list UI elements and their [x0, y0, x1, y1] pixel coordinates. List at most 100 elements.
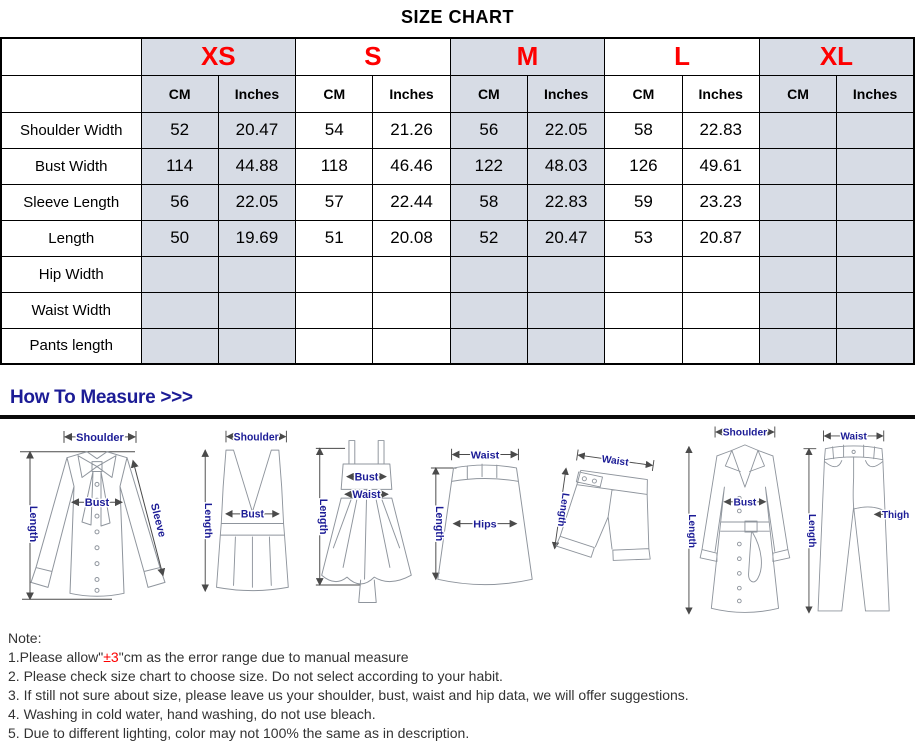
how-to-measure-heading: How To Measure >>>	[10, 387, 193, 408]
value-cell	[758, 111, 838, 149]
value-cell: 46.46	[372, 147, 451, 185]
shorts-waist-label: Waist	[601, 454, 630, 469]
value-cell	[836, 183, 915, 221]
measurement-row: Shoulder Width 52 20.47 54 21.26 56 22.05 58 22.…	[0, 111, 915, 149]
unit-header: Inches	[217, 74, 297, 113]
value-cell: 52	[449, 219, 528, 257]
unit-header: Inches	[372, 74, 451, 113]
value-cell: 53	[604, 219, 683, 257]
skirt-waist-label: Waist	[471, 449, 500, 461]
value-cell: 59	[604, 183, 683, 221]
value-cell	[140, 255, 219, 293]
pants-waist-label: Waist	[840, 432, 867, 443]
unit-header: Inches	[681, 74, 760, 113]
notes-section: Note: 1.Please allow"±3"cm as the error …	[8, 629, 915, 743]
value-cell: 57	[295, 183, 374, 221]
value-cell	[836, 111, 915, 149]
value-cell	[604, 327, 683, 365]
figure-shorts: Waist Length	[551, 449, 655, 561]
size-col-header-xl: XL	[758, 37, 915, 76]
figure-pants: Waist Length Thigh	[803, 430, 911, 614]
row-label: Sleeve Length	[0, 183, 142, 221]
size-header-row: XS S M L XL	[0, 37, 915, 76]
value-cell	[140, 327, 219, 365]
value-cell: 22.83	[526, 183, 606, 221]
tank-bust-label: Bust	[241, 509, 265, 521]
notes-heading: Note:	[8, 630, 42, 646]
page-title: SIZE CHART	[401, 7, 514, 27]
value-cell	[681, 327, 760, 365]
skirt-drawing: Waist Length Hips	[430, 448, 533, 586]
size-col-header-xs: XS	[140, 37, 297, 76]
unit-header: CM	[295, 74, 374, 113]
measurement-row: Bust Width 114 44.88 118 46.46 122 48.03 126 49.…	[0, 147, 915, 185]
value-cell: 44.88	[217, 147, 297, 185]
value-cell: 114	[140, 147, 219, 185]
unit-header: CM	[140, 74, 219, 113]
value-cell	[372, 327, 451, 365]
figure-dress: Bust Waist Length	[315, 440, 412, 603]
tank-shoulder-label: Shoulder	[234, 431, 279, 443]
value-cell: 22.83	[681, 111, 760, 149]
value-cell: 58	[604, 111, 683, 149]
value-cell	[526, 327, 606, 365]
note-item: 5. Due to different lighting, color may …	[8, 725, 470, 741]
figure-blouse: Shoulder Length Bust Sleeve	[20, 430, 169, 601]
value-cell	[217, 255, 297, 293]
value-cell	[836, 147, 915, 185]
blouse-sleeve-label: Sleeve	[148, 502, 168, 538]
measurement-row: Length 50 19.69 51 20.08 52 20.47 53 20.87	[0, 219, 915, 257]
size-col-header-l: L	[604, 37, 760, 76]
value-cell	[372, 291, 451, 329]
notes-list: 1.Please allow"±3"cm as the error range …	[8, 648, 915, 743]
shorts-drawing: Waist Length	[551, 449, 655, 561]
value-cell: 56	[449, 111, 528, 149]
measurement-row: Sleeve Length 56 22.05 57 22.44 58 22.83 59 23.2…	[0, 183, 915, 221]
measurement-row: Pants length	[0, 327, 915, 365]
value-cell: 20.08	[372, 219, 451, 257]
value-cell	[758, 291, 838, 329]
unit-header: Inches	[526, 74, 606, 113]
shorts-length-label: Length	[555, 492, 571, 527]
value-cell	[449, 255, 528, 293]
value-cell	[295, 291, 374, 329]
value-cell: 20.47	[217, 111, 297, 149]
value-cell: 58	[449, 183, 528, 221]
value-cell	[758, 219, 838, 257]
value-cell	[604, 291, 683, 329]
pants-thigh-label: Thigh	[882, 510, 909, 521]
blouse-drawing: Shoulder Length Bust Sleeve	[20, 430, 169, 601]
value-cell	[836, 327, 915, 365]
value-cell	[758, 327, 838, 365]
row-label: Length	[0, 219, 142, 257]
value-cell: 19.69	[217, 219, 297, 257]
tank-length-label: Length	[202, 503, 214, 538]
value-cell: 20.87	[681, 219, 760, 257]
value-cell	[681, 255, 760, 293]
pants-length-label: Length	[806, 514, 817, 547]
row-label: Bust Width	[0, 147, 142, 185]
value-cell: 20.47	[526, 219, 606, 257]
value-cell: 126	[604, 147, 683, 185]
unit-header: CM	[604, 74, 683, 113]
value-cell	[836, 255, 915, 293]
measurement-row: Hip Width	[0, 255, 915, 293]
row-label: Shoulder Width	[0, 111, 142, 149]
value-cell	[758, 255, 838, 293]
unit-header-row: CM Inches CM Inches CM Inches CM Inches CM Inches	[0, 74, 915, 113]
figure-tank-top: Shoulder Length Bust	[201, 430, 289, 593]
value-cell	[295, 255, 374, 293]
note-item: 4. Washing in cold water, hand washing, …	[8, 706, 376, 722]
value-cell	[836, 291, 915, 329]
corner-cell-2	[0, 74, 142, 113]
size-chart-table: XS S M L XL CM Inches CM Inches CM Inches CM Inches C…	[0, 37, 915, 365]
row-label: Waist Width	[0, 291, 142, 329]
note-item: 1.Please allow"±3"cm as the error range …	[8, 649, 409, 665]
skirt-hips-label: Hips	[473, 519, 496, 531]
dress-length-label: Length	[317, 499, 329, 535]
value-cell	[372, 255, 451, 293]
value-cell	[449, 327, 528, 365]
blouse-shoulder-label: Shoulder	[76, 432, 124, 444]
value-cell: 122	[449, 147, 528, 185]
value-cell	[217, 291, 297, 329]
